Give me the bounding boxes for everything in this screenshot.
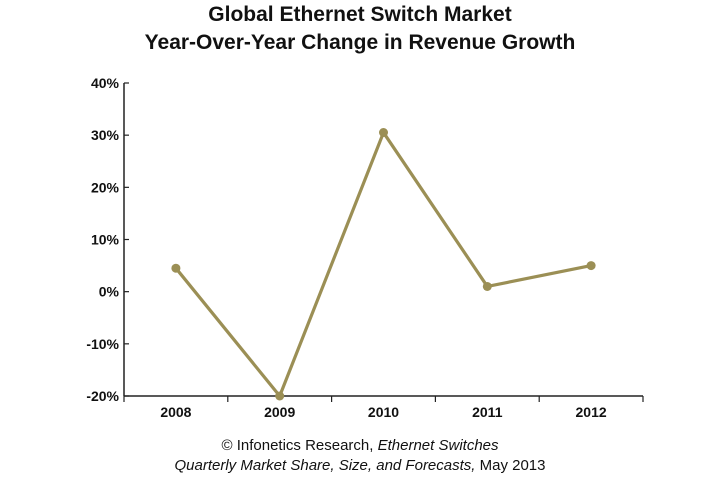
y-tick-label: -10%: [86, 336, 119, 352]
axes: [123, 82, 644, 402]
y-tick-label: 30%: [91, 127, 120, 143]
x-tick-label: 2011: [472, 404, 503, 420]
data-point: [586, 261, 596, 271]
data-point: [171, 263, 181, 273]
y-tick-label: 20%: [91, 179, 120, 195]
source-caption-line2: Quarterly Market Share, Size, and Foreca…: [0, 456, 720, 476]
y-tick-label: 0%: [99, 284, 120, 300]
x-tick-labels: 2008 2009 2010 2011 2012: [160, 404, 607, 420]
y-tick-label: -20%: [86, 388, 119, 404]
y-tick-label: 40%: [91, 75, 120, 91]
caption-report-subtitle: Quarterly Market Share, Size, and Foreca…: [174, 457, 476, 474]
caption-report-name: Ethernet Switches: [377, 437, 499, 454]
source-caption-line1: © Infonetics Research, Ethernet Switches: [0, 436, 720, 456]
x-tick-label: 2010: [368, 404, 399, 420]
data-point: [275, 391, 285, 401]
y-tick-labels: 40% 30% 20% 10% 0% -10% -20%: [86, 75, 119, 404]
data-point: [482, 281, 492, 291]
x-tick-label: 2008: [160, 404, 191, 420]
caption-copyright: © Infonetics Research,: [221, 437, 378, 454]
series-line: [174, 130, 592, 398]
data-point: [379, 128, 388, 138]
caption-date: May 2013: [475, 457, 546, 474]
chart-subtitle: Year-Over-Year Change in Revenue Growth: [144, 31, 576, 54]
x-tick-label: 2009: [264, 404, 295, 420]
y-tick-label: 10%: [91, 232, 120, 248]
x-tick-label: 2012: [576, 404, 607, 420]
series-layer: [171, 128, 596, 401]
chart-title: Global Ethernet Switch Market: [208, 3, 512, 26]
